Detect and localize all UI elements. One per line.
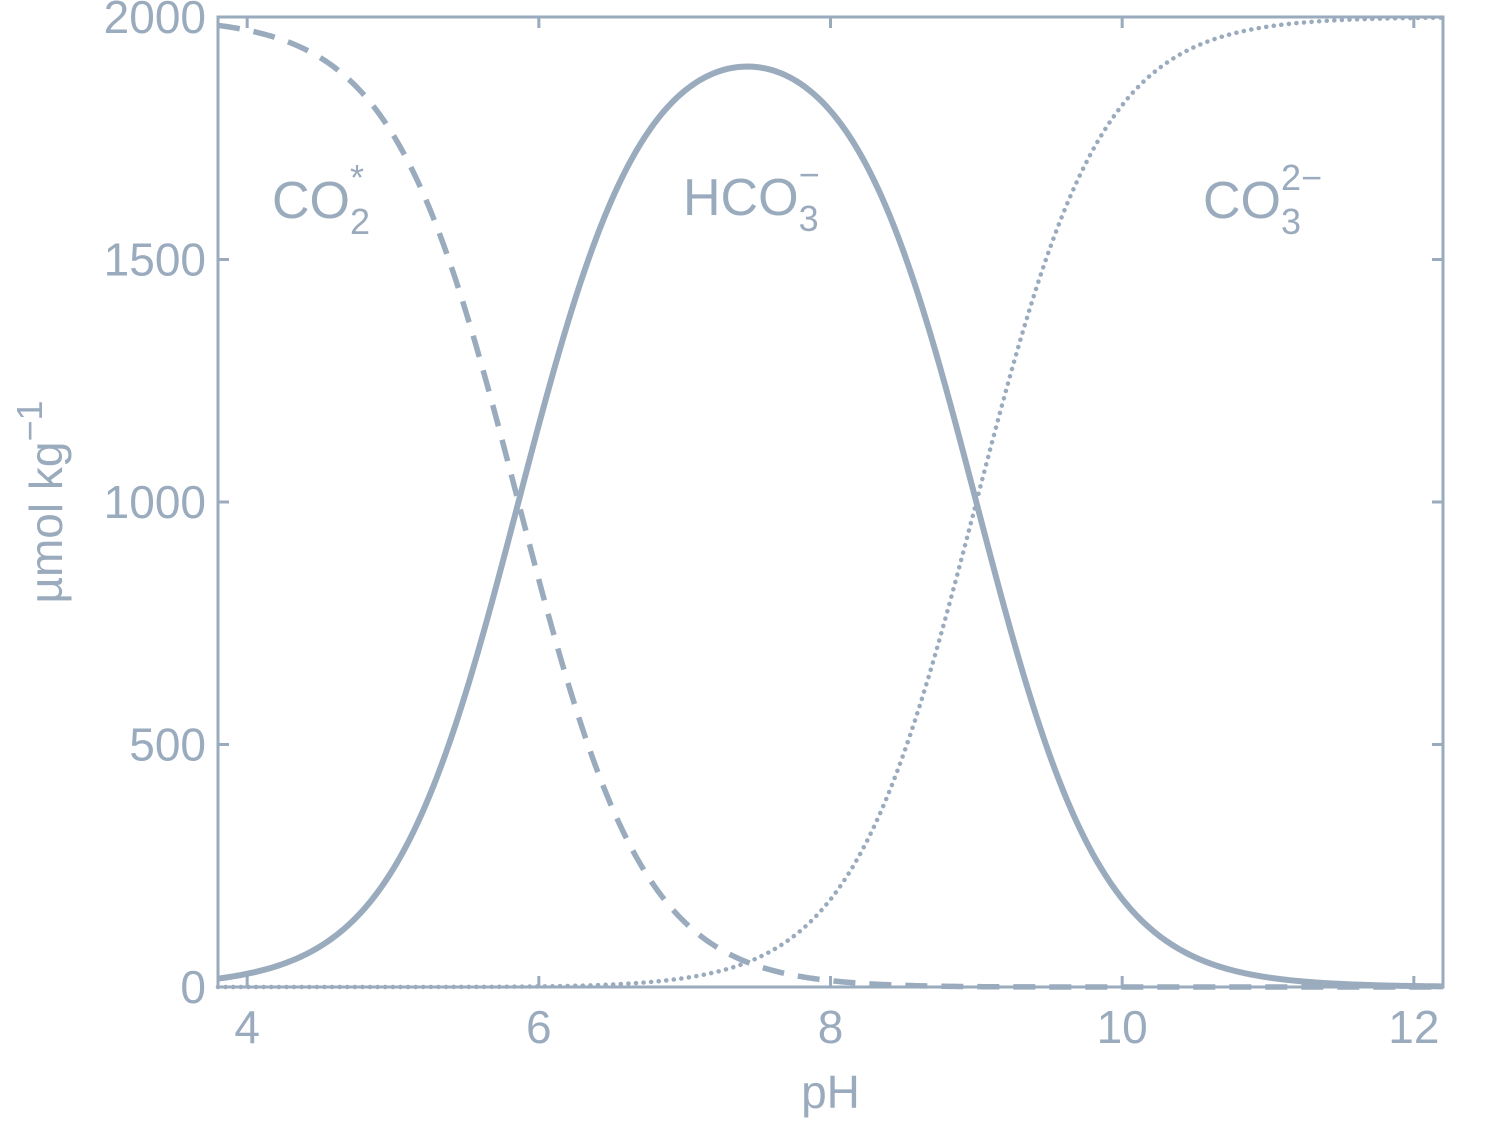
x-tick-label: 10 xyxy=(1097,1001,1148,1053)
y-tick-label: 2000 xyxy=(104,0,206,43)
y-axis-label-exponent: −1 xyxy=(9,400,50,441)
y-axis-label-base: µmol kg xyxy=(20,442,72,604)
co2-species-label: CO2* xyxy=(272,157,370,242)
y-tick-label: 1000 xyxy=(104,476,206,528)
x-tick-label: 6 xyxy=(526,1001,552,1053)
hco3-curve xyxy=(217,63,1444,990)
x-axis-label: pH xyxy=(801,1066,860,1118)
x-tick-label: 12 xyxy=(1388,1001,1439,1053)
x-tick-label: 4 xyxy=(234,1001,260,1053)
axis-ticks xyxy=(218,15,1443,989)
y-axis-label: µmol kg−1 xyxy=(9,400,72,603)
species-labels: CO2* HCO3− CO32− xyxy=(272,154,1322,242)
axis-tick-labels: 4 6 8 10 12 0 500 1000 1500 2000 xyxy=(104,0,1440,1053)
hco3-species-label: HCO3− xyxy=(683,154,820,239)
co3-curve xyxy=(215,15,1446,990)
x-tick-label: 8 xyxy=(818,1001,844,1053)
co2-curve xyxy=(217,22,1443,990)
y-tick-label: 1500 xyxy=(104,234,206,286)
y-tick-label: 500 xyxy=(129,719,206,771)
series-curves xyxy=(215,15,1446,990)
y-tick-label: 0 xyxy=(180,961,206,1013)
plot-frame xyxy=(216,15,1445,989)
co3-species-label: CO32− xyxy=(1203,157,1322,242)
